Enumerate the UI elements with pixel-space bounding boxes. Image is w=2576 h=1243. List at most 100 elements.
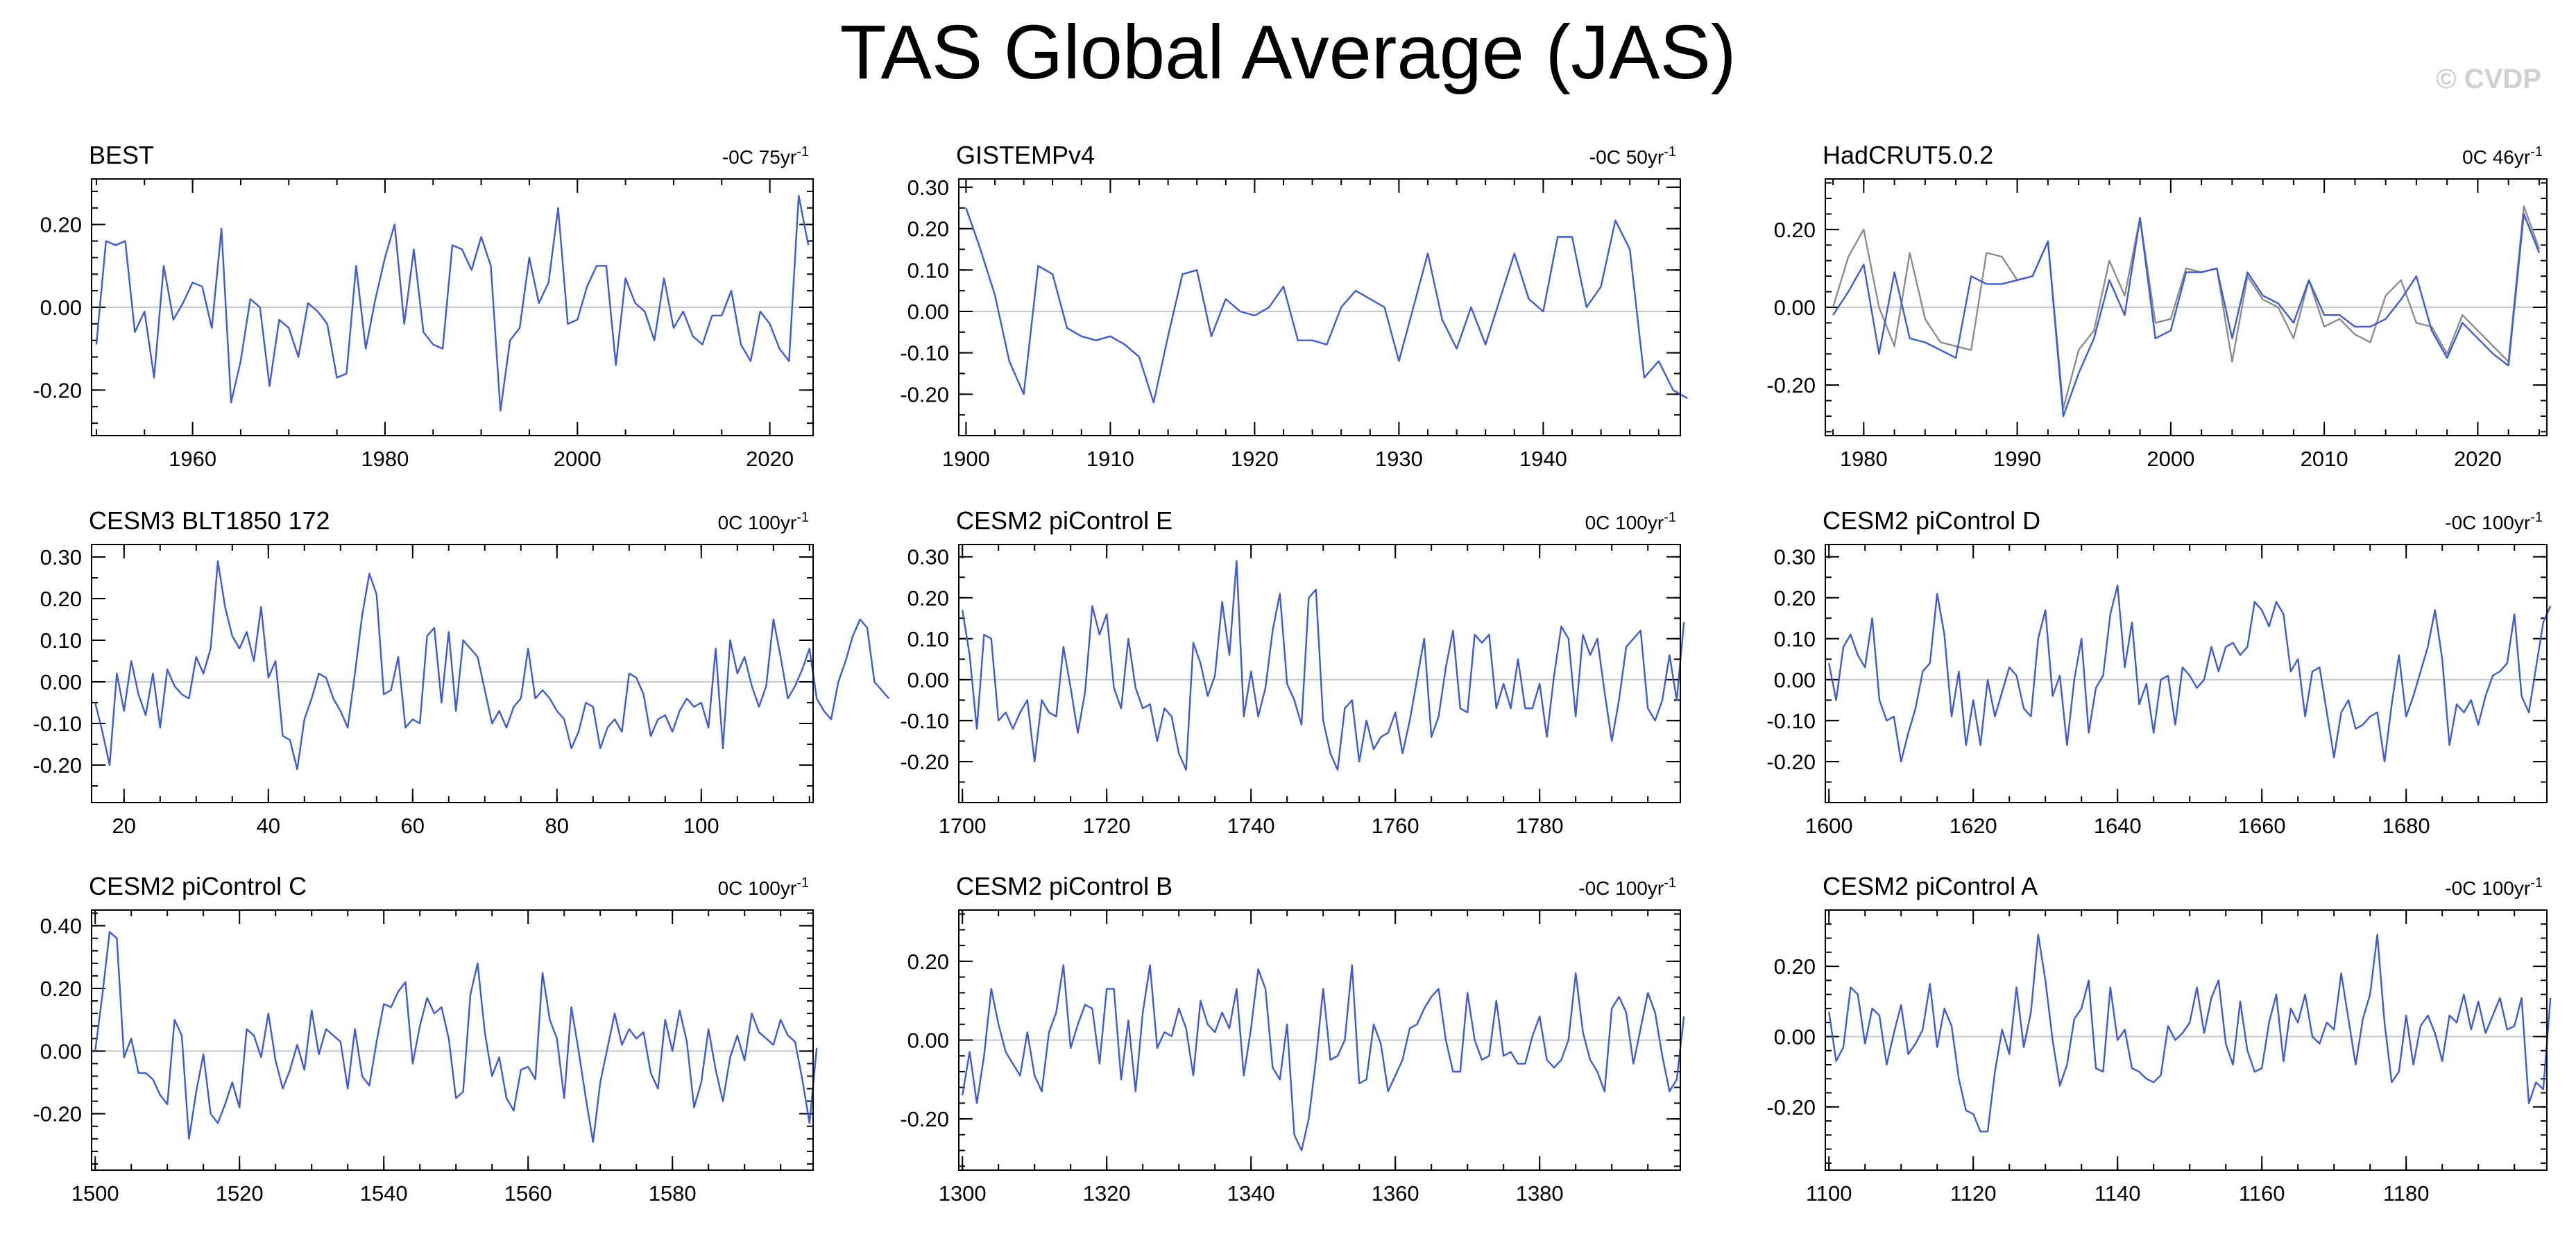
trend-label: -0C 50yr-1 [1589,144,1676,168]
y-tick-label: 0.10 [1774,627,1816,651]
plot-frame [1825,909,2548,1171]
trend-exponent: -1 [1664,875,1676,891]
y-tick-label: 0.20 [907,950,949,974]
y-tick-label: 0.20 [40,587,82,611]
trend-exponent: -1 [796,144,809,160]
series-line [1832,213,2541,418]
trend-label: 0C 100yr-1 [718,875,809,899]
plot-frame [1825,544,2548,803]
series-line [965,207,1688,404]
trend-exponent: -1 [1664,510,1676,525]
trend-label: -0C 100yr-1 [2445,510,2543,533]
trend-value: -0C 75yr [722,146,796,168]
trend-exponent: -1 [1664,144,1676,160]
x-tick-label: 1120 [1950,1181,1997,1206]
series-line [1828,584,2552,763]
y-tick-label: 0.00 [40,1039,82,1063]
trend-label: 0C 46yr-1 [2462,144,2543,168]
y-tick-label: -0.10 [900,341,949,366]
y-tick-label: -0.10 [1766,709,1816,733]
y-tick-label: 0.20 [1774,586,1816,610]
trend-label: -0C 100yr-1 [1578,875,1676,899]
y-tick-label: 0.30 [907,545,949,569]
y-tick-label: 0.00 [907,1029,949,1053]
chart-panel: CESM2 piControl A -0C 100yr-1 1100 1120 1140… [1766,872,2552,1206]
y-tick-label: 0.10 [907,258,949,282]
trend-value: 0C 100yr [718,512,797,533]
trend-value: 0C 46yr [2462,146,2530,168]
y-tick-label: 0.00 [907,300,949,324]
x-tick-label: 1900 [942,447,990,471]
y-tick-label: -0.10 [33,712,82,736]
y-tick-label: 0.00 [1774,668,1816,692]
y-tick-label: 0.00 [40,295,82,320]
x-tick-label: 1600 [1805,814,1853,838]
x-tick-label: 1760 [1372,814,1419,838]
x-tick-label: 1540 [360,1181,408,1206]
x-tick-label: 1780 [1516,814,1564,838]
y-tick-label: 0.00 [1774,295,1816,320]
x-tick-label: 1910 [1086,447,1134,471]
chart-panel: CESM2 piControl B -0C 100yr-1 1300 1320 1340… [900,872,1685,1206]
panel-title: CESM2 piControl A [1823,872,2038,900]
y-tick-label: 0.20 [40,213,82,237]
trend-value: 0C 100yr [1585,512,1664,533]
panel-title: CESM3 BLT1850 172 [89,506,330,535]
x-tick-label: 1990 [1993,447,2041,471]
trend-exponent: -1 [796,510,809,525]
trend-value: -0C 50yr [1589,146,1664,168]
x-tick-label: 1660 [2238,814,2286,838]
page-title: TAS Global Average (JAS) [839,10,1737,95]
trend-value: -0C 100yr [1578,877,1664,899]
y-tick-label: 0.40 [40,914,82,938]
plot-frame [958,544,1681,803]
x-tick-label: 1360 [1372,1181,1419,1206]
chart-panel: CESM2 piControl C 0C 100yr-1 1500 1520 1540 1… [33,872,818,1206]
watermark-label: © CVDP [2436,64,2541,94]
panel-title: HadCRUT5.0.2 [1823,141,1993,169]
y-tick-label: -0.20 [900,1107,949,1131]
x-tick-label: 1930 [1375,447,1423,471]
y-tick-label: 0.20 [1774,218,1816,242]
x-tick-label: 1940 [1519,447,1567,471]
trend-value: 0C 100yr [718,877,797,899]
y-tick-label: -0.20 [1766,1095,1816,1120]
y-tick-label: 0.20 [40,977,82,1001]
y-tick-label: 0.30 [907,175,949,200]
panel-title: CESM2 piControl B [956,872,1172,900]
x-tick-label: 2010 [2301,447,2348,471]
chart-panel: BEST -0C 75yr-1 1960 1980 2000 2020 -0.20 0.00 0… [33,141,814,471]
x-tick-label: 80 [545,814,569,838]
x-tick-label: 1100 [1806,1181,1852,1206]
y-tick-label: 0.10 [907,627,949,651]
panel-title: GISTEMPv4 [956,141,1095,169]
y-tick-label: -0.20 [1766,373,1816,397]
y-tick-label: 0.00 [907,668,949,692]
x-tick-label: 2020 [746,447,794,471]
plot-frame [958,178,1681,436]
x-tick-label: 1180 [2383,1181,2430,1206]
x-tick-label: 1160 [2239,1181,2285,1206]
chart-panel: CESM2 piControl D -0C 100yr-1 1600 1620 1640… [1766,506,2552,838]
trend-exponent: -1 [2530,875,2543,891]
panel-title: CESM2 piControl C [89,872,307,900]
x-tick-label: 100 [683,814,719,838]
plot-frame [1825,178,2548,436]
y-tick-label: 0.00 [1774,1025,1816,1049]
panel-title: CESM2 piControl D [1823,506,2040,535]
y-tick-label: -0.20 [33,378,82,402]
y-tick-label: 0.20 [907,586,949,610]
x-tick-label: 1340 [1227,1181,1275,1206]
x-tick-label: 1740 [1227,814,1275,838]
x-tick-label: 1560 [504,1181,552,1206]
chart-panel: CESM2 piControl E 0C 100yr-1 1700 1720 1740 1… [900,506,1685,838]
plot-frame [91,909,814,1171]
trend-label: -0C 75yr-1 [722,144,809,168]
x-tick-label: 1380 [1516,1181,1564,1206]
y-tick-label: 0.10 [40,628,82,653]
x-tick-label: 2000 [554,447,602,471]
trend-exponent: -1 [796,875,809,891]
y-tick-label: -0.20 [33,753,82,778]
series-line [962,560,1685,771]
y-tick-label: 0.30 [1774,545,1816,569]
